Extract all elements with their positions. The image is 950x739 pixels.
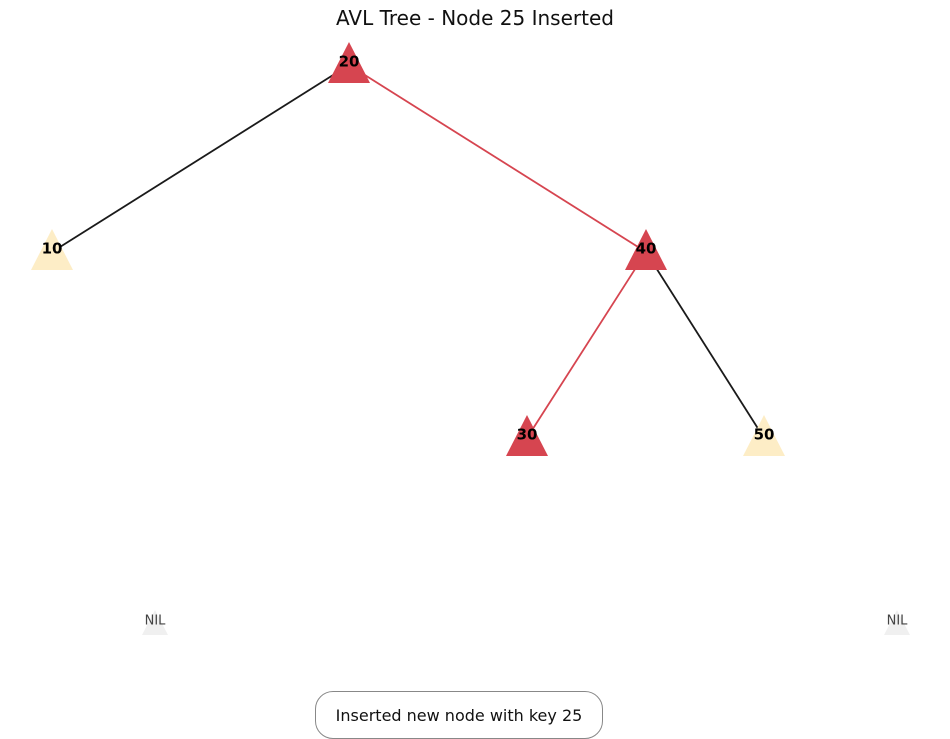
node-shape-40	[625, 229, 667, 270]
tree-node-10: 10	[31, 229, 73, 270]
node-label-20: 20	[339, 53, 360, 71]
status-message-box: Inserted new node with key 25	[315, 691, 603, 739]
node-label-30: 30	[517, 426, 538, 444]
status-message: Inserted new node with key 25	[335, 705, 583, 725]
tree-node-50: 50	[743, 415, 785, 456]
tree-edge-40-30	[526, 251, 647, 439]
tree-node-30: 30	[506, 415, 548, 456]
nil-node: NIL	[142, 610, 168, 635]
tree-edge-20-10	[51, 64, 350, 253]
node-shape-30	[506, 415, 548, 456]
nil-node-label: NIL	[887, 614, 909, 629]
node-label-40: 40	[636, 240, 657, 258]
node-label-10: 10	[42, 240, 63, 258]
node-label-50: 50	[754, 426, 775, 444]
nil-node-shape	[884, 610, 910, 635]
tree-node-20: 20	[328, 42, 370, 83]
edges-layer	[51, 64, 765, 439]
nil-node: NIL	[884, 610, 910, 635]
tree-node-40: 40	[625, 229, 667, 270]
tree-edge-20-40	[348, 64, 647, 253]
tree-edge-40-50	[645, 251, 765, 439]
node-shape-10	[31, 229, 73, 270]
node-shape-20	[328, 42, 370, 83]
node-shape-50	[743, 415, 785, 456]
nil-node-shape	[142, 610, 168, 635]
nil-node-label: NIL	[145, 614, 167, 629]
nodes-layer: 20 10 40 30 50 NIL NIL	[31, 42, 910, 635]
diagram-title: AVL Tree - Node 25 Inserted	[336, 6, 614, 30]
